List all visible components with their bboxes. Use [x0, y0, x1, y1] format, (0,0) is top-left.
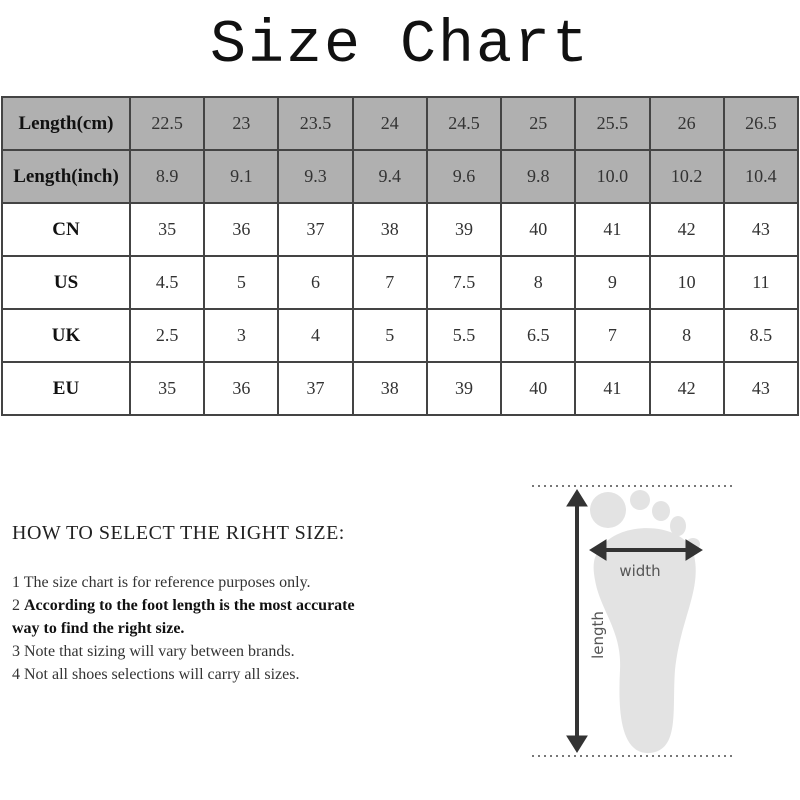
row-header: Length(cm)	[1, 96, 131, 151]
table-cell: 7	[351, 255, 428, 310]
table-row: Length(inch) 8.9 9.1 9.3 9.4 9.6 9.8 10.0 10.2 10…	[1, 149, 800, 204]
table-cell: 39	[425, 202, 503, 257]
table-row: Length(cm) 22.5 23 23.5 24 24.5 25 25.5 26 26.5	[1, 96, 800, 151]
size-table: Length(cm) 22.5 23 23.5 24 24.5 25 25.5 26 26.5 Le…	[1, 96, 800, 416]
table-cell: 25	[500, 96, 577, 151]
table-cell: 4.5	[128, 255, 206, 310]
note-text: According to the foot length is the most…	[12, 597, 355, 637]
table-cell: 6	[277, 255, 354, 310]
row-header: UK	[1, 308, 131, 363]
note-text: The size chart is for reference purposes…	[23, 574, 311, 591]
guide-notes: 1 The size chart is for reference purpos…	[12, 571, 382, 686]
table-row: US 4.5 5 6 7 7.5 8 9 10 11	[1, 255, 800, 310]
table-cell: 9.4	[351, 149, 428, 204]
table-cell: 8.5	[722, 308, 800, 363]
table-cell: 7	[574, 308, 651, 363]
table-row: EU 35 36 37 38 39 40 41 42 43	[1, 361, 800, 416]
table-cell: 8	[500, 255, 577, 310]
table-cell: 11	[722, 255, 800, 310]
table-cell: 42	[648, 361, 725, 416]
table-cell: 10.2	[648, 149, 725, 204]
guide-note: 2 According to the foot length is the mo…	[12, 594, 382, 640]
width-label: width	[619, 562, 660, 580]
table-cell: 3	[203, 308, 280, 363]
note-number: 3	[12, 643, 20, 660]
table-cell: 25.5	[574, 96, 651, 151]
table-cell: 8.9	[128, 149, 206, 204]
note-text: Not all shoes selections will carry all …	[24, 666, 300, 683]
table-cell: 24.5	[425, 96, 503, 151]
table-cell: 10.4	[722, 149, 800, 204]
guide-note: 3 Note that sizing will vary between bra…	[12, 640, 382, 663]
table-cell: 42	[648, 202, 725, 257]
table-cell: 39	[425, 361, 503, 416]
foot-measure-diagram: width length	[532, 485, 732, 757]
table-cell: 23	[203, 96, 280, 151]
table-cell: 23.5	[277, 96, 354, 151]
width-arrow-icon	[589, 539, 703, 561]
table-cell: 5	[203, 255, 280, 310]
note-number: 4	[12, 666, 20, 683]
table-cell: 9.1	[203, 149, 280, 204]
table-cell: 24	[351, 96, 428, 151]
row-header: CN	[1, 202, 131, 257]
table-cell: 4	[277, 308, 354, 363]
table-cell: 9	[574, 255, 651, 310]
foot-icon	[590, 490, 700, 754]
page-title: Size Chart	[209, 12, 591, 80]
note-number: 1	[12, 574, 20, 591]
note-text: Note that sizing will vary between brand…	[24, 643, 295, 660]
length-label: length	[589, 611, 607, 659]
table-cell: 2.5	[128, 308, 206, 363]
row-header: Length(inch)	[1, 149, 131, 204]
table-cell: 6.5	[500, 308, 577, 363]
table-row: CN 35 36 37 38 39 40 41 42 43	[1, 202, 800, 257]
table-cell: 43	[722, 202, 800, 257]
note-number: 2	[12, 597, 20, 614]
table-cell: 8	[648, 308, 725, 363]
table-cell: 43	[722, 361, 800, 416]
row-header: EU	[1, 361, 131, 416]
table-cell: 10.0	[574, 149, 651, 204]
table-cell: 26.5	[722, 96, 800, 151]
table-cell: 7.5	[425, 255, 503, 310]
guide-note: 1 The size chart is for reference purpos…	[12, 571, 382, 594]
table-cell: 40	[500, 361, 577, 416]
table-cell: 35	[128, 361, 206, 416]
table-cell: 26	[648, 96, 725, 151]
table-cell: 41	[574, 202, 651, 257]
table-cell: 5.5	[425, 308, 503, 363]
row-header: US	[1, 255, 131, 310]
table-cell: 9.8	[500, 149, 577, 204]
table-cell: 22.5	[128, 96, 206, 151]
table-cell: 38	[351, 361, 428, 416]
table-cell: 37	[277, 361, 354, 416]
table-cell: 37	[277, 202, 354, 257]
table-cell: 36	[203, 361, 280, 416]
table-cell: 36	[203, 202, 280, 257]
table-row: UK 2.5 3 4 5 5.5 6.5 7 8 8.5	[1, 308, 800, 363]
table-cell: 10	[648, 255, 725, 310]
guide-heading: HOW TO SELECT THE RIGHT SIZE:	[12, 522, 345, 544]
guide-note: 4 Not all shoes selections will carry al…	[12, 663, 382, 686]
table-cell: 38	[351, 202, 428, 257]
table-cell: 5	[351, 308, 428, 363]
table-cell: 9.6	[425, 149, 503, 204]
table-cell: 9.3	[277, 149, 354, 204]
table-cell: 41	[574, 361, 651, 416]
length-arrow-icon	[566, 489, 588, 753]
table-cell: 35	[128, 202, 206, 257]
table-cell: 40	[500, 202, 577, 257]
